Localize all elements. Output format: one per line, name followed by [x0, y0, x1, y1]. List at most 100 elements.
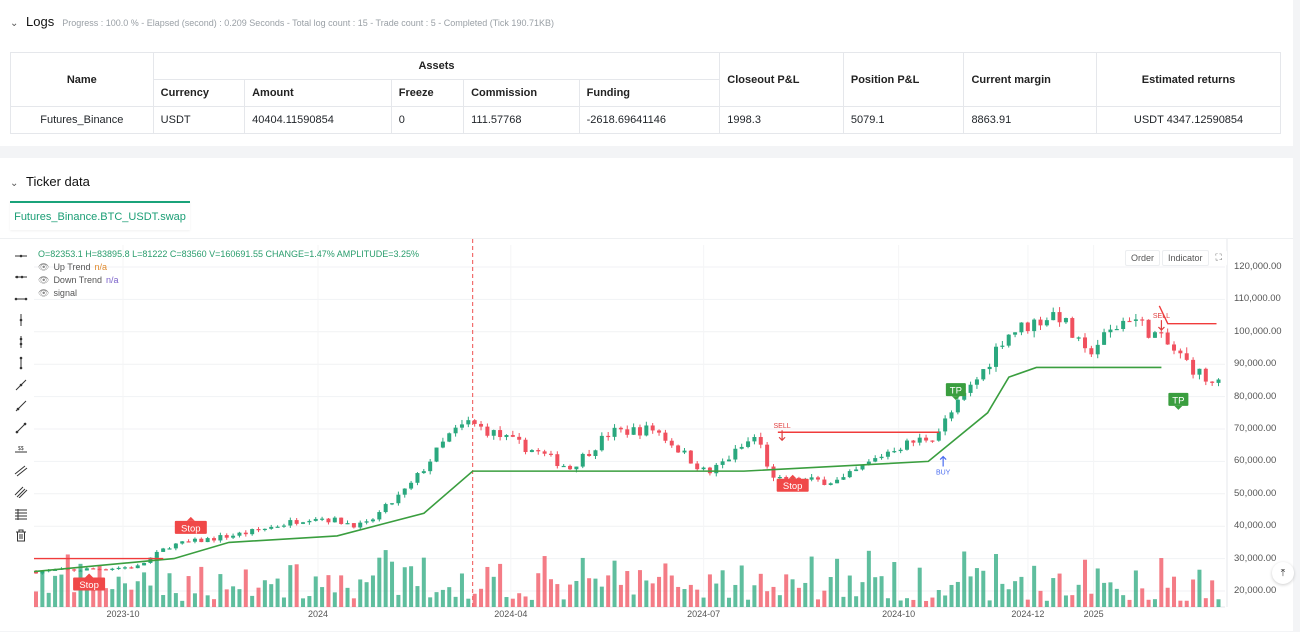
- horizontal-line-icon[interactable]: [10, 245, 32, 267]
- legend-signal[interactable]: 👁 signal: [38, 287, 419, 300]
- volume-bar: [1146, 599, 1151, 607]
- volume-bar: [415, 586, 420, 607]
- volume-bar: [1197, 569, 1202, 607]
- volume-bar: [1006, 589, 1011, 607]
- assets-table: Name Assets Closeout P&L Position P&L Cu…: [10, 52, 1281, 134]
- table-row: Futures_Binance USDT 40404.11590854 0 11…: [10, 106, 1281, 134]
- candle-body: [447, 433, 452, 442]
- order-button[interactable]: Order: [1125, 250, 1161, 266]
- volume-bar: [828, 577, 833, 607]
- volume-bar: [974, 568, 979, 607]
- volume-bar: [313, 576, 318, 607]
- price-line-icon[interactable]: $$: [10, 439, 32, 461]
- candle-body: [847, 471, 852, 478]
- price-tick-label: 100,000.00: [1234, 325, 1282, 337]
- candle-body: [1102, 332, 1107, 345]
- trend-line-icon[interactable]: [10, 374, 32, 396]
- candle-body: [358, 522, 363, 528]
- amount-header: Amount: [244, 79, 392, 107]
- parallel-channel-icon[interactable]: [10, 460, 32, 482]
- volume-bar: [199, 566, 204, 607]
- vertical-segment-icon[interactable]: [10, 353, 32, 375]
- volume-bar: [1063, 595, 1068, 607]
- volume-bar: [65, 554, 70, 607]
- volume-bar: [53, 575, 58, 607]
- candle-body: [129, 567, 134, 569]
- fibonacci-lines-icon[interactable]: [10, 503, 32, 525]
- volume-bar: [180, 600, 185, 607]
- candle-body: [746, 441, 751, 447]
- candle-body: [142, 562, 147, 566]
- logs-header[interactable]: ⌄ Logs Progress : 100.0 % - Elapsed (sec…: [10, 14, 554, 29]
- legend-down-trend[interactable]: 👁 Down Trend n/a: [38, 274, 419, 287]
- horizontal-ray-icon[interactable]: [10, 267, 32, 289]
- candle-body: [199, 538, 204, 543]
- sell-label: SELL: [774, 423, 791, 430]
- candle-body: [275, 526, 280, 528]
- funding-header: Funding: [578, 79, 721, 107]
- legend-down-value: n/a: [105, 275, 119, 285]
- segment-line-icon[interactable]: [10, 417, 32, 439]
- candle-body: [930, 440, 935, 442]
- vertical-line-icon[interactable]: [10, 310, 32, 332]
- chevron-down-icon[interactable]: ⌄: [10, 18, 19, 29]
- candlestick-chart[interactable]: Stop Stop SELL Stop BUY TP SELL TP: [0, 239, 1293, 632]
- volume-bar: [720, 570, 725, 607]
- candle-body: [370, 519, 375, 522]
- candle-body: [485, 426, 490, 436]
- volume-bar: [510, 598, 515, 607]
- chart-legend: O=82353.1 H=83895.8 L=81222 C=83560 V=16…: [38, 248, 419, 300]
- eye-icon[interactable]: 👁: [38, 275, 50, 285]
- indicator-button[interactable]: Indicator: [1162, 250, 1209, 266]
- scroll-to-top-icon[interactable]: ⤒: [1272, 562, 1294, 584]
- candle-body: [968, 384, 973, 393]
- ray-line-icon[interactable]: [10, 396, 32, 418]
- chevron-down-icon[interactable]: ⌄: [10, 178, 19, 189]
- horizontal-segment-icon[interactable]: [10, 288, 32, 310]
- volume-bar: [1044, 600, 1049, 607]
- ticker-header[interactable]: ⌄ Ticker data: [10, 174, 90, 189]
- volume-bar: [1210, 580, 1215, 607]
- candle-body: [860, 464, 865, 470]
- volume-bar: [784, 574, 789, 607]
- candle-body: [548, 453, 553, 455]
- drawing-toolbar: $$: [10, 245, 32, 546]
- volume-bar: [307, 596, 312, 607]
- cell-position: 5079.1: [842, 106, 965, 134]
- candle-body: [726, 459, 731, 462]
- chart-area[interactable]: $$ Stop Stop SELL Stop BUY TP SELL TP O=82353.1…: [0, 238, 1293, 631]
- volume-bar: [746, 599, 751, 607]
- volume-bar: [949, 584, 954, 607]
- trash-icon[interactable]: [10, 525, 32, 547]
- price-tick-label: 50,000.00: [1234, 487, 1277, 499]
- legend-up-trend[interactable]: 👁 Up Trend n/a: [38, 261, 419, 274]
- fib-channel-icon[interactable]: [10, 482, 32, 504]
- volume-bar: [1159, 558, 1164, 607]
- price-tick-label: 30,000.00: [1234, 552, 1277, 564]
- volume-bar: [275, 578, 280, 607]
- candle-body: [568, 465, 573, 470]
- candle-body: [288, 520, 293, 526]
- candle-body: [415, 473, 420, 483]
- candle-body: [1006, 334, 1011, 346]
- eye-icon[interactable]: 👁: [38, 288, 50, 298]
- volume-bar: [606, 575, 611, 607]
- candle-body: [326, 518, 331, 523]
- candle-body: [1083, 337, 1088, 349]
- candle-body: [841, 477, 846, 480]
- stop-pointer: [788, 474, 797, 479]
- volume-bar: [402, 567, 407, 607]
- candle-body: [637, 427, 642, 436]
- volume-bar: [231, 586, 236, 607]
- vertical-ray-icon[interactable]: [10, 331, 32, 353]
- tab-btc-usdt-swap[interactable]: Futures_Binance.BTC_USDT.swap: [10, 201, 190, 230]
- fullscreen-icon[interactable]: ⛶: [1210, 250, 1227, 266]
- volume-bar: [885, 598, 890, 607]
- volume-bar: [835, 558, 840, 607]
- cell-closeout: 1998.3: [719, 106, 844, 134]
- candle-body: [504, 435, 509, 438]
- volume-bar: [695, 589, 700, 607]
- eye-icon[interactable]: 👁: [38, 262, 50, 272]
- candle-body: [1019, 322, 1024, 333]
- candle-body: [720, 461, 725, 465]
